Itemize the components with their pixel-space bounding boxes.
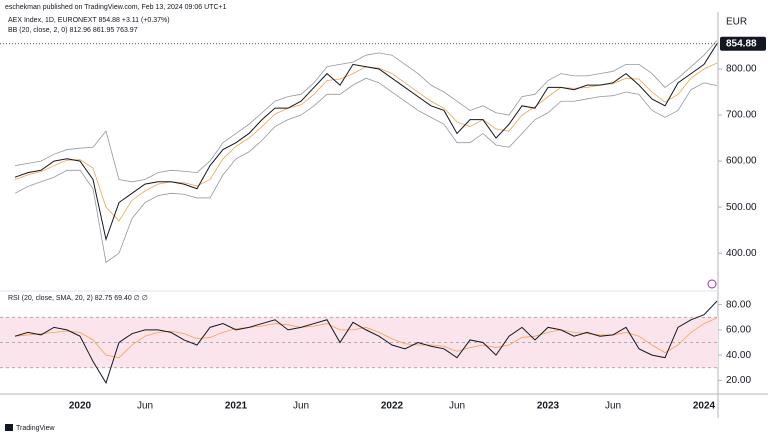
x-tick-label: 2021 — [225, 401, 248, 412]
last-price-box — [720, 36, 766, 51]
x-tick-label: Jun — [605, 401, 621, 412]
series-line — [14, 317, 718, 359]
y-tick-label: 800.00 — [726, 64, 757, 75]
legend-text: AEX Index, 1D, EURONEXT 854.88 +3.11 (+0… — [8, 17, 170, 24]
y-tick-label: 700.00 — [726, 110, 757, 121]
x-tick-label: Jun — [293, 401, 309, 412]
y-tick-label: 60.00 — [726, 325, 751, 336]
logo — [5, 424, 13, 431]
last-price-label: 854.88 — [726, 38, 757, 49]
alert-icon[interactable] — [707, 279, 717, 289]
y-tick-label: 400.00 — [726, 248, 757, 259]
y-tick-label: 40.00 — [726, 350, 751, 361]
publisher: eschekman published on TradingView.com, … — [5, 4, 227, 11]
x-tick-label: 2022 — [381, 401, 404, 412]
legend-text: RSI (20, close, SMA, 20, 2) 82.75 69.40 … — [8, 295, 148, 302]
legend-text: BB (20, close, 2, 0) 812.96 861.95 763.9… — [8, 27, 138, 34]
x-tick-label: 2023 — [537, 401, 560, 412]
rsi-band — [0, 317, 718, 368]
series-line — [14, 62, 718, 222]
x-tick-label: 2020 — [69, 401, 92, 412]
y-tick-label: 80.00 — [726, 299, 751, 310]
series-line — [14, 40, 718, 183]
series-line — [14, 43, 718, 242]
footer: TradingView — [16, 425, 55, 432]
series-line — [14, 77, 718, 264]
series-line — [14, 300, 718, 385]
y-tick-label: 500.00 — [726, 202, 757, 213]
currency: EUR — [726, 17, 747, 28]
y-tick-label: 600.00 — [726, 156, 757, 167]
y-tick-label: 20.00 — [726, 375, 751, 386]
x-tick-label: Jun — [137, 401, 153, 412]
x-tick-label: Jun — [449, 401, 465, 412]
x-tick-label: 2024 — [693, 401, 716, 412]
